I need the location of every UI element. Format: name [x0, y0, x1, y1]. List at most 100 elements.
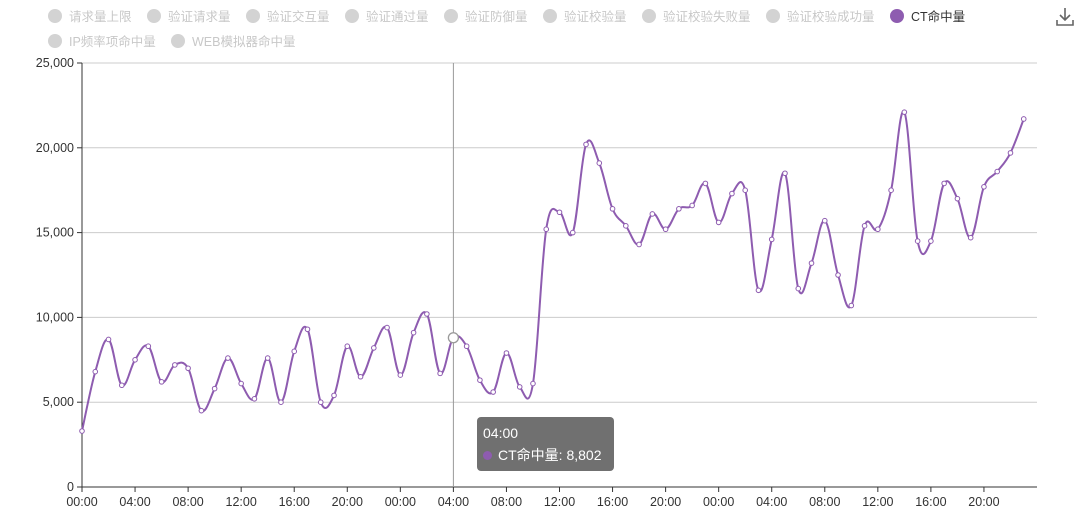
data-point [424, 311, 430, 317]
legend-dot [48, 33, 62, 48]
data-point [145, 343, 152, 350]
data-point [317, 399, 324, 406]
legend-dot [444, 8, 458, 23]
y-tick-label: 10,000 [36, 310, 74, 324]
data-point [447, 332, 460, 344]
legend-item[interactable]: 验证交互量 [246, 6, 330, 25]
legend-item[interactable]: 验证校验量 [543, 6, 627, 25]
legend-label: 请求量上限 [69, 10, 132, 24]
data-point [609, 206, 616, 212]
legend-item[interactable]: 验证防御量 [444, 6, 528, 25]
legend-dot [642, 8, 656, 23]
data-point [715, 219, 722, 226]
legend-item[interactable]: WEB模拟器命中量 [171, 31, 295, 50]
x-tick-label: 00:00 [66, 495, 97, 509]
data-point [92, 368, 99, 375]
legend-label: 验证校验量 [564, 10, 627, 24]
x-tick-label: 00:00 [385, 495, 416, 509]
data-point [172, 362, 178, 368]
data-point [954, 195, 961, 202]
x-tick-label: 20:00 [650, 495, 681, 509]
data-point [105, 336, 112, 343]
data-point [251, 396, 258, 402]
data-point [636, 241, 642, 248]
x-tick-label: 04:00 [438, 495, 469, 509]
x-tick-label: 20:00 [968, 495, 999, 509]
data-point [291, 348, 298, 355]
data-point [888, 187, 894, 193]
data-point [211, 385, 218, 392]
x-tick-label: 12:00 [862, 495, 893, 509]
data-point [503, 350, 510, 356]
data-point [821, 217, 828, 224]
legend-item[interactable]: 验证校验成功量 [766, 6, 875, 25]
data-point [967, 234, 974, 241]
x-tick-label: 16:00 [915, 495, 946, 509]
legend-item[interactable]: 验证通过量 [345, 6, 429, 25]
legend-label: WEB模拟器命中量 [192, 35, 296, 49]
data-point [848, 302, 855, 309]
data-point [185, 365, 191, 372]
data-point [437, 370, 443, 377]
data-point [158, 379, 165, 385]
data-point [344, 343, 351, 350]
data-point [384, 324, 390, 331]
legend-dot [766, 8, 780, 23]
chart-tooltip: 04:00 CT命中量: 8,802 [477, 417, 614, 471]
y-tick-label: 0 [67, 480, 74, 494]
data-point [198, 407, 205, 414]
download-icon[interactable] [1054, 6, 1076, 28]
data-point [543, 226, 550, 233]
legend-item[interactable]: CT命中量 [890, 6, 965, 25]
legend-dot [171, 33, 185, 48]
legend-label: IP频率项命中量 [69, 35, 156, 49]
data-point [994, 168, 1001, 175]
data-point [490, 389, 496, 395]
legend-item[interactable]: 验证校验失败量 [642, 6, 751, 25]
data-point [689, 202, 695, 209]
data-point [768, 236, 775, 243]
data-point [132, 357, 138, 363]
data-point [941, 180, 947, 187]
legend-item[interactable]: IP频率项命中量 [48, 31, 156, 50]
x-tick-label: 16:00 [279, 495, 310, 509]
data-point [477, 377, 483, 383]
legend-label: 验证交互量 [267, 10, 330, 24]
legend-item[interactable]: 请求量上限 [48, 6, 132, 25]
data-point [397, 372, 404, 378]
data-point [556, 209, 563, 216]
data-point [583, 141, 589, 148]
data-point [118, 382, 125, 389]
data-point [662, 226, 669, 233]
data-point [357, 373, 364, 380]
legend-item[interactable]: 验证请求量 [147, 6, 231, 25]
data-point [702, 180, 709, 187]
x-tick-label: 08:00 [491, 495, 522, 509]
data-point [278, 399, 284, 406]
legend-dot [890, 8, 904, 23]
data-point [1007, 150, 1014, 156]
data-point [742, 187, 748, 193]
data-point [676, 206, 682, 212]
data-point [981, 184, 987, 190]
tooltip-time: 04:00 [483, 425, 519, 441]
y-tick-label: 15,000 [36, 226, 74, 240]
x-tick-label: 08:00 [809, 495, 840, 509]
legend-dot [345, 8, 359, 23]
data-point [795, 285, 802, 292]
series-line [81, 110, 1025, 432]
legend-dot [147, 8, 161, 23]
data-point [79, 428, 85, 434]
data-point [649, 211, 656, 217]
tooltip-series-name: CT命中量 [498, 447, 559, 463]
data-point [463, 343, 470, 350]
data-point [225, 355, 231, 361]
legend-dot [48, 8, 62, 23]
legend-label: 验证校验失败量 [663, 10, 751, 24]
y-tick-label: 5,000 [43, 395, 74, 409]
data-point [835, 272, 841, 278]
data-point [914, 238, 921, 244]
legend-label: 验证通过量 [366, 10, 429, 24]
data-point [928, 238, 934, 244]
